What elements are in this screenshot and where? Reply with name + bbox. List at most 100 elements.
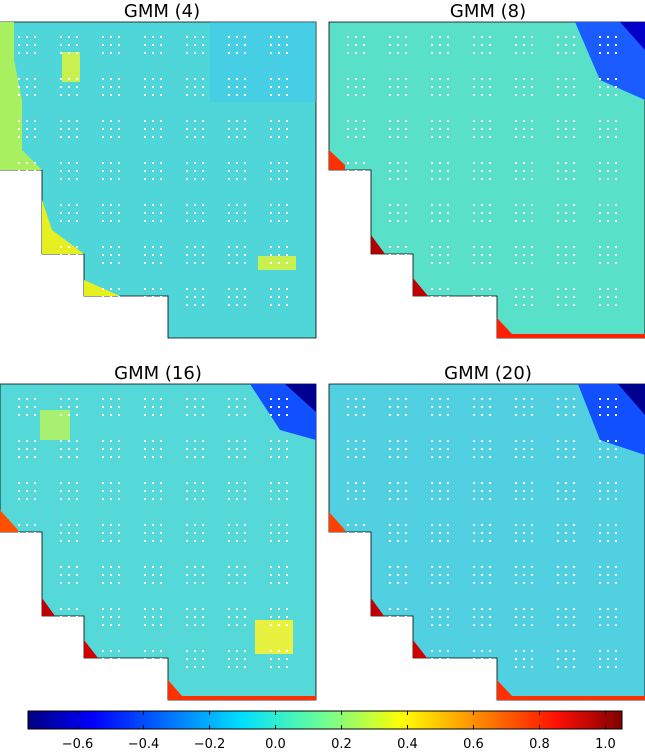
heatmap-dot (236, 36, 238, 38)
heatmap-dot (26, 52, 28, 54)
heatmap-dot (557, 532, 559, 534)
heatmap-dot (363, 120, 365, 122)
heatmap-dot (615, 44, 617, 46)
heatmap-dot (599, 406, 601, 408)
heatmap-dot (194, 406, 196, 408)
heatmap-dot (515, 178, 517, 180)
heatmap-dot (278, 498, 280, 500)
heatmap-dot (34, 296, 36, 298)
heatmap-dot (26, 498, 28, 500)
heatmap-dot (160, 658, 162, 660)
heatmap-dot (347, 212, 349, 214)
heatmap-dot (565, 398, 567, 400)
heatmap-dot (286, 94, 288, 96)
heatmap-dot (473, 36, 475, 38)
heatmap-dot (68, 482, 70, 484)
heatmap-dot (431, 582, 433, 584)
heatmap-dot (186, 398, 188, 400)
heatmap-dot (615, 540, 617, 542)
heatmap-dot (202, 406, 204, 408)
heatmap-dot (60, 666, 62, 668)
heatmap-dot (557, 414, 559, 416)
heatmap-dot (202, 78, 204, 80)
heatmap-dot (118, 44, 120, 46)
heatmap-dot (515, 482, 517, 484)
heatmap-dot (557, 574, 559, 576)
heatmap-dot (473, 398, 475, 400)
heatmap-dot (489, 582, 491, 584)
heatmap-dot (26, 566, 28, 568)
heatmap-dot (228, 490, 230, 492)
heatmap-dot (186, 650, 188, 652)
heatmap-dot (186, 162, 188, 164)
heatmap-dot (34, 212, 36, 214)
heatmap-dot (194, 86, 196, 88)
heatmap-dot (531, 524, 533, 526)
heatmap-dot (60, 204, 62, 206)
heatmap-dot (68, 448, 70, 450)
heatmap-dot (286, 456, 288, 458)
heatmap-dot (431, 566, 433, 568)
heatmap-dot (363, 136, 365, 138)
heatmap-dot (68, 136, 70, 138)
heatmap-dot (102, 574, 104, 576)
heatmap-dot (76, 616, 78, 618)
heatmap-dot (565, 650, 567, 652)
heatmap-dot (18, 616, 20, 618)
heatmap-dot (244, 288, 246, 290)
heatmap-dot (405, 136, 407, 138)
heatmap-dot (447, 36, 449, 38)
heatmap-dot (244, 650, 246, 652)
heatmap-dot (557, 254, 559, 256)
heatmap-dot (110, 414, 112, 416)
heatmap-dot (565, 44, 567, 46)
heatmap-dot (244, 566, 246, 568)
heatmap-dot (202, 398, 204, 400)
heatmap-dot (244, 44, 246, 46)
heatmap-dot (531, 162, 533, 164)
heatmap-dot (363, 448, 365, 450)
heatmap-dot (286, 120, 288, 122)
heatmap-dot (615, 288, 617, 290)
heatmap-dot (270, 136, 272, 138)
heatmap-dot (531, 204, 533, 206)
heatmap-dot (489, 94, 491, 96)
heatmap-dot (110, 128, 112, 130)
heatmap-dot (447, 608, 449, 610)
heatmap-dot (573, 448, 575, 450)
heatmap-dot (202, 52, 204, 54)
heatmap-dot (473, 532, 475, 534)
heatmap-dot (186, 94, 188, 96)
heatmap-dot (615, 574, 617, 576)
heatmap-dot (523, 448, 525, 450)
heatmap-dot (607, 36, 609, 38)
heatmap-dot (439, 624, 441, 626)
heatmap-dot (144, 566, 146, 568)
heatmap-dot (473, 574, 475, 576)
heatmap-patch (210, 22, 316, 102)
heatmap-dot (389, 254, 391, 256)
heatmap-dot (347, 482, 349, 484)
heatmap-dot (18, 456, 20, 458)
heatmap-dot (278, 204, 280, 206)
heatmap-dot (531, 212, 533, 214)
heatmap-dot (397, 540, 399, 542)
heatmap-dot (489, 666, 491, 668)
heatmap-dot (228, 414, 230, 416)
heatmap-dot (615, 52, 617, 54)
heatmap-dot (523, 540, 525, 542)
heatmap-dot (102, 78, 104, 80)
heatmap-dot (607, 52, 609, 54)
heatmap-dot (278, 94, 280, 96)
heatmap-dot (278, 574, 280, 576)
heatmap-dot (473, 456, 475, 458)
heatmap-dot (228, 524, 230, 526)
heatmap-dot (347, 52, 349, 54)
heatmap-dot (481, 128, 483, 130)
heatmap-dot (439, 498, 441, 500)
heatmap-dot (152, 94, 154, 96)
heatmap-dot (607, 524, 609, 526)
heatmap-dot (186, 120, 188, 122)
heatmap-dot (194, 540, 196, 542)
heatmap-dot (573, 86, 575, 88)
